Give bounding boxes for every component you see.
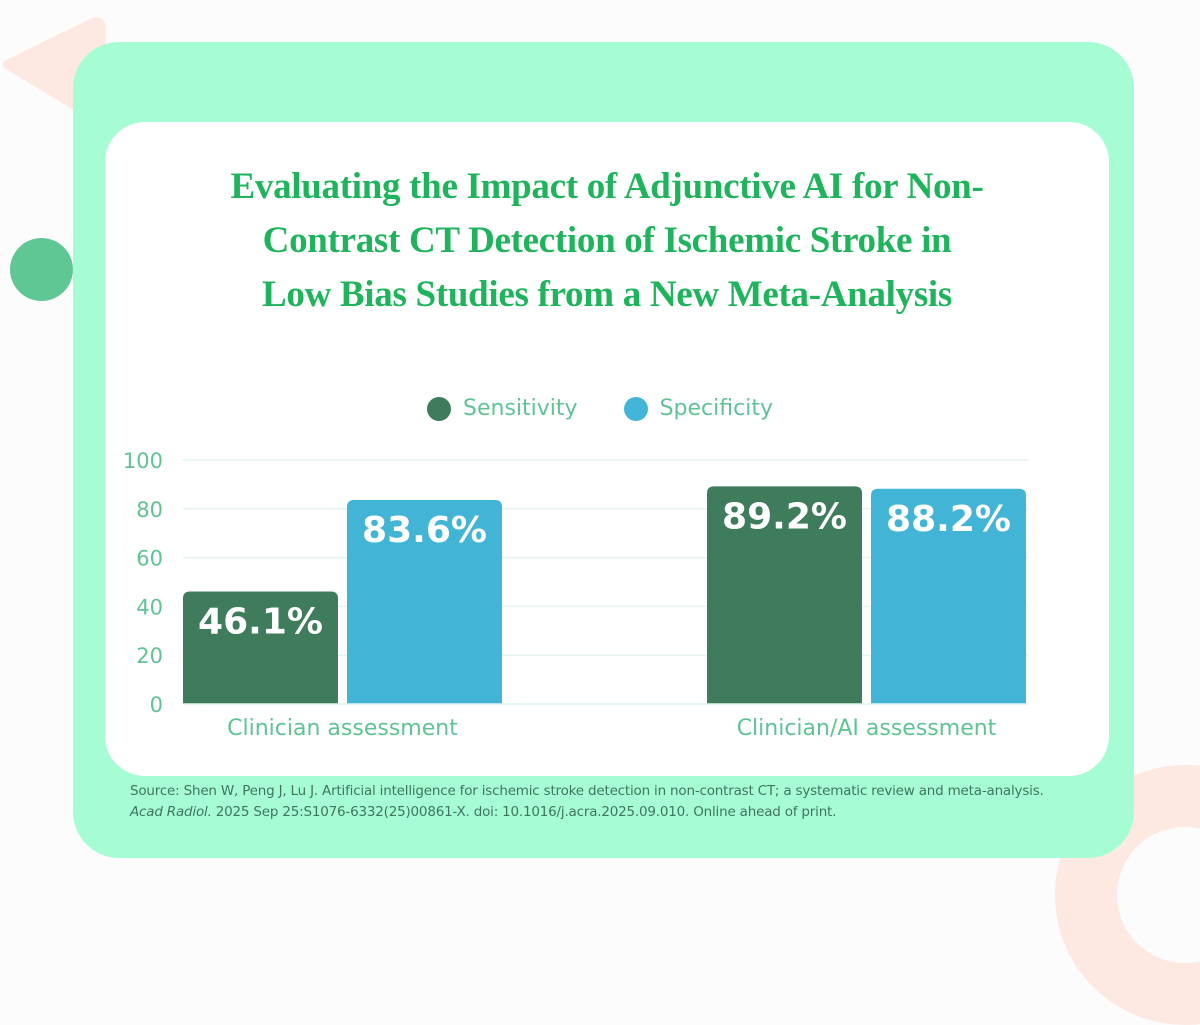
y-tick-label: 0 <box>150 693 163 717</box>
bar-value-label: 89.2% <box>722 496 847 537</box>
decorative-circle <box>10 238 73 301</box>
source-text: Source: Shen W, Peng J, Lu J. Artificial… <box>130 783 1044 799</box>
y-tick-label: 100 <box>123 449 163 473</box>
y-tick-label: 40 <box>136 595 163 619</box>
bar-value-label: 88.2% <box>886 499 1011 540</box>
chart-title: Evaluating the Impact of Adjunctive AI f… <box>105 160 1109 322</box>
y-tick-label: 20 <box>136 644 163 668</box>
y-tick-label: 60 <box>136 547 163 571</box>
legend-swatch-sensitivity <box>427 396 452 421</box>
bar-specificity <box>347 500 502 704</box>
bar-value-label: 46.1% <box>198 602 323 643</box>
legend-swatch-specificity <box>623 396 648 421</box>
source-journal: Acad Radiol. <box>130 804 212 820</box>
x-category-label: Clinician assessment <box>227 716 458 741</box>
legend-label-specificity: Specificity <box>659 396 773 421</box>
source-citation: Source: Shen W, Peng J, Lu J. Artificial… <box>130 781 1080 823</box>
bar-value-label: 83.6% <box>362 510 487 551</box>
legend-label-sensitivity: Sensitivity <box>463 396 578 421</box>
source-text-suffix: 2025 Sep 25:S1076-6332(25)00861-X. doi: … <box>211 804 837 820</box>
bar-specificity <box>871 488 1026 704</box>
chart-title-line: Low Bias Studies from a New Meta-Analysi… <box>261 274 952 315</box>
bar-sensitivity <box>183 591 338 704</box>
legend-item-sensitivity: Sensitivity <box>427 396 578 421</box>
x-category-label: Clinician/AI assessment <box>737 716 997 741</box>
y-tick-label: 80 <box>136 498 163 522</box>
chart-legend: Sensitivity Specificity <box>0 396 1200 421</box>
legend-item-specificity: Specificity <box>623 396 773 421</box>
chart-title-line: Contrast CT Detection of Ischemic Stroke… <box>262 220 952 261</box>
bar-chart: 0 20 40 60 80 100 46.1% 83.6% Clinician assessme… <box>123 449 1028 741</box>
chart-title-line: Evaluating the Impact of Adjunctive AI f… <box>230 166 984 207</box>
bar-sensitivity <box>707 486 862 704</box>
